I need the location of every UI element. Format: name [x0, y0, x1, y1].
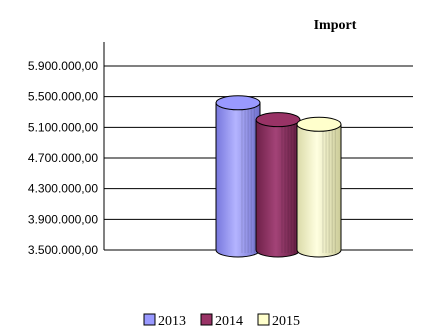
legend-label-2014: 2014: [215, 314, 243, 329]
legend-label-2015: 2015: [272, 314, 300, 329]
y-tick-label: 3.900.000,00: [28, 212, 98, 226]
y-tick-label: 3.500.000,00: [28, 243, 98, 257]
bar-body: [215, 102, 261, 258]
legend-swatch-2013: [143, 313, 156, 326]
y-tick-label: 5.500.000,00: [28, 90, 98, 104]
bar-body: [296, 123, 342, 258]
bar-body: [255, 119, 301, 258]
y-tick-label: 5.100.000,00: [28, 120, 98, 134]
bars: [215, 95, 342, 258]
bar-top: [255, 112, 301, 128]
bar-top: [215, 95, 261, 111]
bar-2014: [255, 112, 301, 258]
y-tick-label: 4.300.000,00: [28, 182, 98, 196]
legend-swatch-2015: [257, 313, 270, 326]
bar-top: [296, 116, 342, 132]
y-axis: 3.500.000,00 3.900.000,00 4.300.000,00 4.70…: [28, 42, 105, 257]
legend-swatch-2014: [200, 313, 213, 326]
legend: 2013 2014 2015: [143, 313, 300, 329]
y-tick-label: 5.900.000,00: [28, 59, 98, 73]
y-tick-label: 4.700.000,00: [28, 151, 98, 165]
bar-2013: [215, 95, 261, 258]
bar-2015: [296, 116, 342, 258]
legend-label-2013: 2013: [158, 314, 186, 329]
chart-title: Import: [314, 18, 357, 33]
